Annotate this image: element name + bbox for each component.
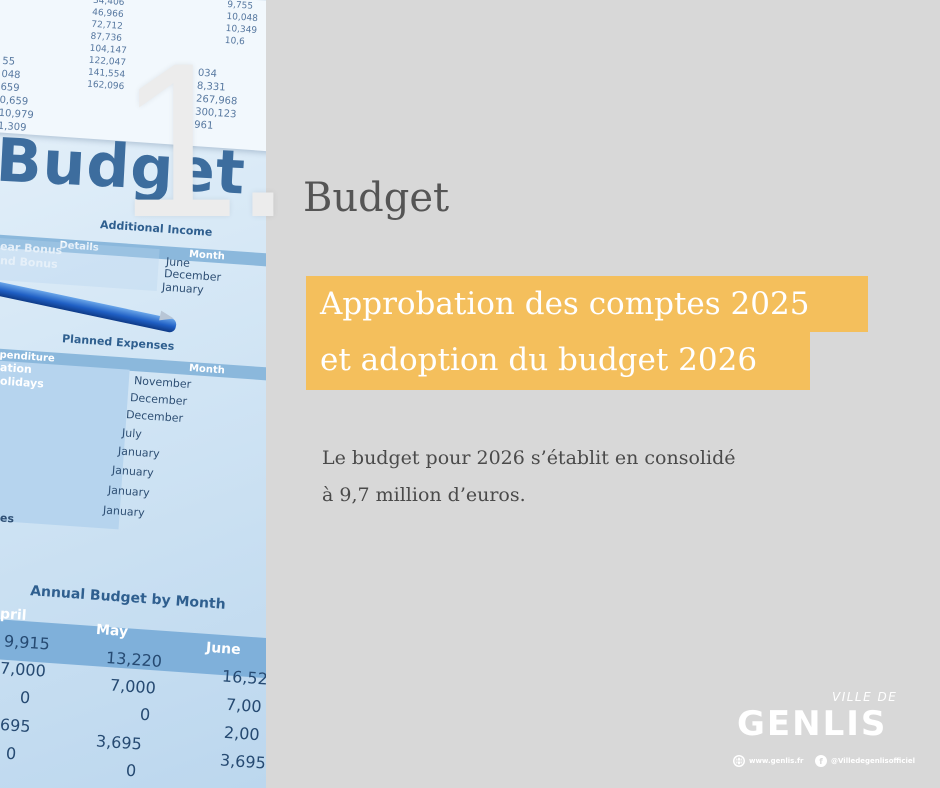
section-title: Budget: [303, 175, 450, 221]
footer-website[interactable]: www.genlis.fr: [733, 754, 803, 768]
expense-row-detail: es: [0, 511, 15, 526]
annual-cell: 3,695: [95, 731, 143, 754]
annual-header-june: June: [205, 639, 242, 659]
facebook-icon: f: [815, 755, 827, 767]
header-month: Month: [188, 362, 226, 377]
annual-cell: 0: [139, 704, 151, 725]
expense-row-month: July: [121, 426, 143, 441]
annual-cell: 13,220: [105, 648, 163, 671]
footer-facebook[interactable]: f @Villedegenlisofficiel: [815, 754, 915, 768]
section-number: 1.: [118, 17, 293, 263]
annual-cell: 0: [125, 760, 137, 781]
highlight-line: Approbation des comptes 2025: [320, 286, 810, 322]
highlight-line: et adoption du budget 2026: [320, 342, 758, 378]
budget-photo: 34,406 46,966 72,712 87,736 104,147 122,…: [0, 0, 266, 788]
expense-row-month: November: [133, 374, 192, 391]
annual-cell: 0: [5, 743, 17, 764]
body-text-line: à 9,7 million d’euros.: [322, 484, 526, 506]
annual-header-may: May: [95, 621, 129, 641]
annual-cell: 0: [19, 687, 31, 708]
highlight-box: [306, 332, 810, 390]
expense-row-month: January: [117, 444, 161, 461]
annual-cell: 7,000: [0, 658, 47, 681]
expense-row-month: December: [129, 391, 188, 408]
annual-cell: 7,000: [109, 675, 157, 698]
highlight-box: [306, 276, 868, 332]
globe-icon: [733, 755, 745, 767]
annual-cell: 695: [0, 714, 32, 737]
expense-row-month: December: [125, 408, 184, 425]
logo-ville-de: VILLE DE: [832, 690, 898, 704]
top-numbers-left: 55 048 659 0,659 10,979 1,309: [0, 55, 38, 135]
annual-cell: 3,695: [219, 750, 266, 773]
body-text-line: Le budget pour 2026 s’établit en consoli…: [322, 447, 736, 469]
planned-expenses-title: Planned Expenses: [61, 332, 175, 353]
annual-cell: 9,915: [3, 631, 51, 654]
annual-cell: 2,00: [223, 722, 261, 745]
facebook-text: @Villedegenlisofficiel: [831, 757, 916, 765]
income-row-month: January: [161, 280, 205, 297]
annual-budget-title: Annual Budget by Month: [29, 583, 227, 613]
annual-cell: 7,00: [225, 694, 263, 717]
annual-cell: 16,52: [221, 666, 266, 689]
website-text: www.genlis.fr: [749, 757, 804, 765]
logo-genlis: GENLIS: [737, 704, 888, 744]
annual-header-april: pril: [0, 606, 28, 624]
